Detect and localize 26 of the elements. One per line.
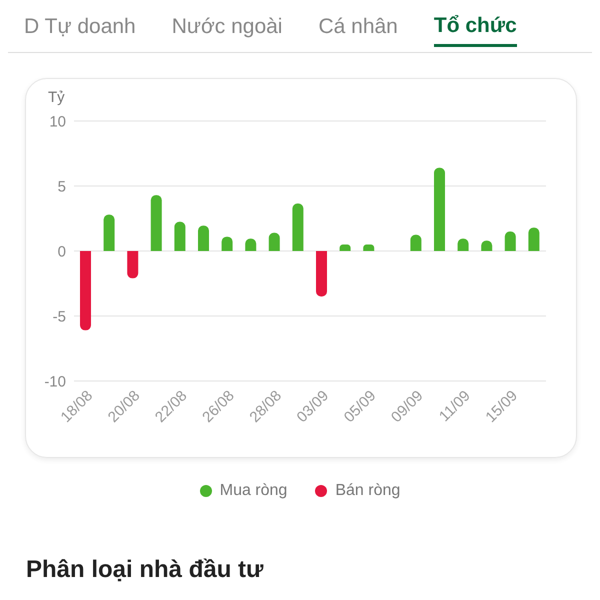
y-tick-label: 5 (58, 178, 66, 196)
bar (528, 228, 540, 251)
legend-label: Mua ròng (220, 482, 288, 500)
bar (316, 251, 327, 296)
bar (268, 232, 280, 251)
text: D Tự doanh (24, 15, 136, 40)
y-tick-label: 10 (49, 113, 66, 130)
bar (174, 222, 186, 251)
bar (434, 168, 445, 251)
bar (504, 232, 516, 251)
bar (410, 234, 422, 251)
y-axis-title: Tỷ (48, 89, 65, 106)
text: Cá nhân (318, 15, 398, 40)
text: Phân loại nhà đầu tư (26, 556, 264, 584)
text: Tổ chức (434, 14, 517, 46)
text: Nước ngoài (172, 15, 282, 40)
bar (150, 195, 162, 251)
y-tick-label: -5 (52, 308, 66, 326)
bar (198, 226, 209, 251)
legend-label: Bán ròng (335, 482, 400, 500)
bar (127, 251, 138, 278)
bar (292, 204, 304, 251)
y-tick-label: 0 (58, 243, 66, 260)
bar (80, 251, 91, 330)
bar (104, 214, 115, 251)
y-tick-label: -10 (44, 373, 66, 390)
